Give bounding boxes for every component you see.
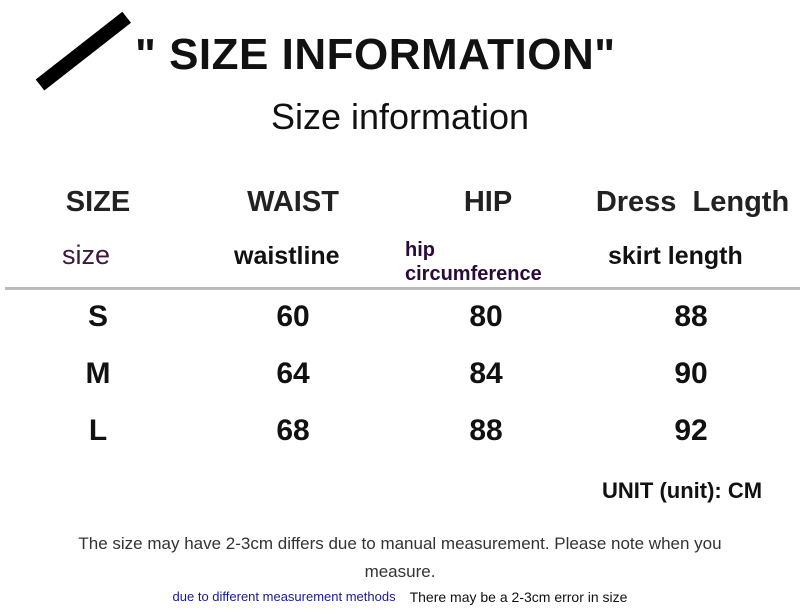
header-divider bbox=[5, 287, 800, 290]
table-cell: 90 bbox=[674, 357, 708, 390]
table-cell: 84 bbox=[469, 357, 503, 390]
table-cell: 68 bbox=[276, 414, 310, 447]
note-line-1: The size may have 2-3cm differs due to m… bbox=[78, 534, 722, 553]
column-header-waist: WAIST bbox=[247, 186, 339, 218]
column-sublabel-dress-length: skirt length bbox=[608, 242, 743, 270]
column-sublabel-waist: waistline bbox=[234, 242, 340, 270]
unit-label: UNIT (unit): CM bbox=[602, 478, 763, 503]
decorative-slash-icon bbox=[35, 11, 131, 91]
note-small-blue: due to different measurement methods bbox=[172, 589, 396, 604]
column-header-hip: HIP bbox=[463, 186, 513, 218]
table-cell: 60 bbox=[276, 300, 310, 333]
note-line-2: measure. bbox=[364, 562, 436, 581]
hip-sublabel-line2: circumference bbox=[405, 263, 542, 285]
page-title: " SIZE INFORMATION" bbox=[135, 30, 616, 79]
page-subtitle: Size information bbox=[270, 96, 530, 137]
column-sublabel-hip: hip circumference bbox=[405, 238, 542, 286]
table-cell: L bbox=[88, 414, 108, 447]
column-header-dress-length: Dress Length bbox=[595, 186, 790, 218]
table-cell: M bbox=[85, 357, 111, 390]
column-sublabel-size: size bbox=[62, 240, 111, 270]
note-small-black: There may be a 2-3cm error in size bbox=[409, 589, 628, 605]
table-cell: 88 bbox=[469, 414, 503, 447]
table-cell: 64 bbox=[276, 357, 310, 390]
table-cell: 92 bbox=[674, 414, 708, 447]
table-cell: 88 bbox=[674, 300, 708, 333]
table-cell: S bbox=[87, 300, 108, 333]
hip-sublabel-line1: hip bbox=[405, 239, 435, 261]
note-small-row: due to different measurement methods The… bbox=[0, 589, 800, 605]
column-header-size: SIZE bbox=[65, 186, 131, 218]
table-cell: 80 bbox=[469, 300, 503, 333]
